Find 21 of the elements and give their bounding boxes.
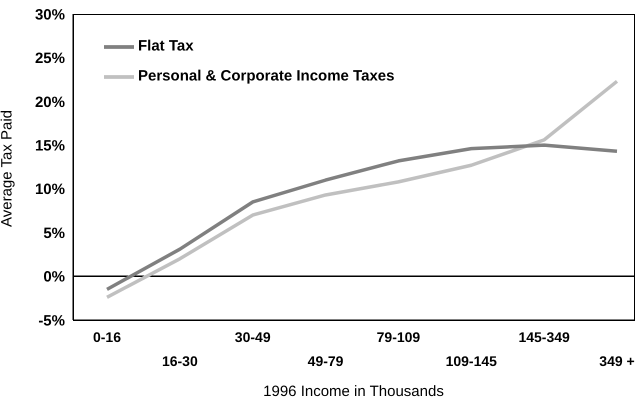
y-tick-label: 5% — [43, 224, 65, 242]
y-tick-label: 20% — [34, 94, 65, 111]
x-axis-title: 1996 Income in Thousands — [263, 383, 444, 400]
x-tick-label: 109-145 — [446, 353, 498, 369]
y-tick-label: -5% — [38, 312, 65, 330]
line-series — [105, 143, 619, 292]
x-tick-label: 16-30 — [162, 353, 198, 369]
y-axis-title: Average Tax Paid — [0, 110, 16, 227]
y-tick-label: 30% — [34, 6, 65, 24]
legend-label: Personal & Corporate Income Taxes — [138, 68, 394, 85]
x-tick-label: 49-79 — [308, 353, 344, 369]
x-tick-label: 30-49 — [234, 329, 271, 345]
y-tick-label: 0% — [43, 268, 65, 286]
x-tick-label: 79-109 — [376, 329, 420, 345]
y-tick-label: 10% — [34, 181, 65, 198]
x-tick-label: 0-16 — [92, 329, 122, 345]
x-tick-label: 349 + — [599, 353, 635, 369]
y-tick-label: 15% — [34, 137, 65, 154]
y-tick-label: 25% — [34, 50, 65, 68]
x-tick-label: 145-349 — [518, 329, 570, 345]
legend-label: Flat Tax — [138, 38, 194, 55]
